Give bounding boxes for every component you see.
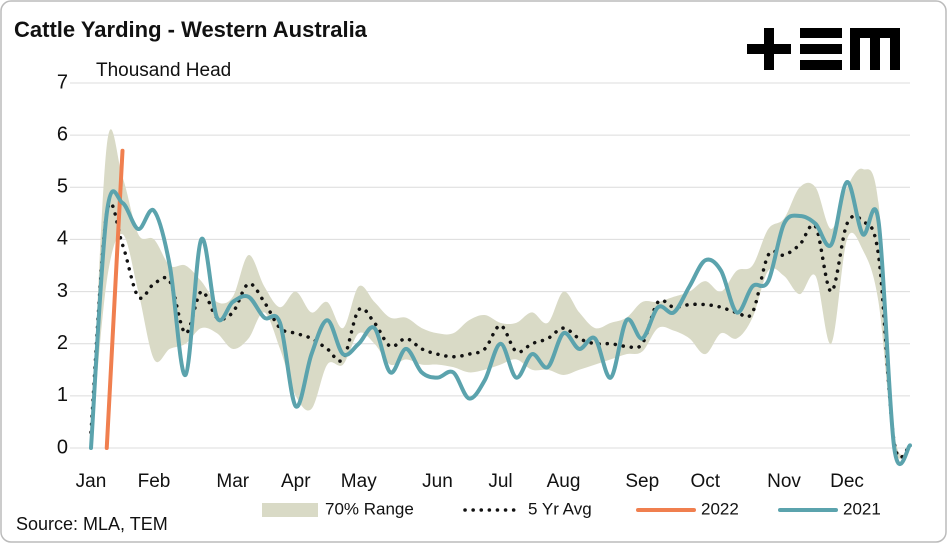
y-tick-label: 2	[57, 332, 68, 354]
y-tick-label: 0	[57, 436, 68, 458]
x-tick-label: Feb	[138, 471, 171, 492]
x-tick-label: Oct	[690, 471, 720, 492]
source: Source: MLA, TEM	[16, 514, 168, 534]
y-tick-label: 7	[57, 71, 68, 93]
x-tick-label: May	[341, 471, 377, 492]
legend-label: 2022	[701, 499, 739, 518]
x-tick-label: Mar	[216, 471, 249, 492]
legend-label: 70% Range	[325, 499, 414, 518]
line	[89, 180, 912, 467]
line	[104, 148, 125, 450]
x-tick-label: Jan	[76, 471, 107, 492]
x-tick-label: Jul	[488, 471, 512, 492]
y-tick-label: 4	[57, 228, 68, 250]
chart-title: Cattle Yarding - Western Australia	[14, 17, 368, 42]
x-tick-label: Jun	[422, 471, 453, 492]
x-tick-label: Nov	[767, 471, 801, 492]
x-tick-label: Aug	[547, 471, 581, 492]
y-axis-label: Thousand Head	[96, 60, 231, 81]
y-tick-label: 3	[57, 280, 68, 302]
x-tick-label: Dec	[830, 471, 864, 492]
legend-label: 5 Yr Avg	[528, 499, 592, 518]
x-tick-label: Sep	[625, 471, 659, 492]
band	[91, 129, 910, 459]
y-tick-label: 5	[57, 176, 68, 198]
logo	[747, 28, 900, 70]
legend-label: 2021	[843, 499, 881, 518]
x-tick-label: Apr	[281, 471, 311, 492]
legend-swatch	[262, 503, 318, 517]
y-tick-label: 1	[57, 384, 68, 406]
y-tick-label: 6	[57, 123, 68, 145]
